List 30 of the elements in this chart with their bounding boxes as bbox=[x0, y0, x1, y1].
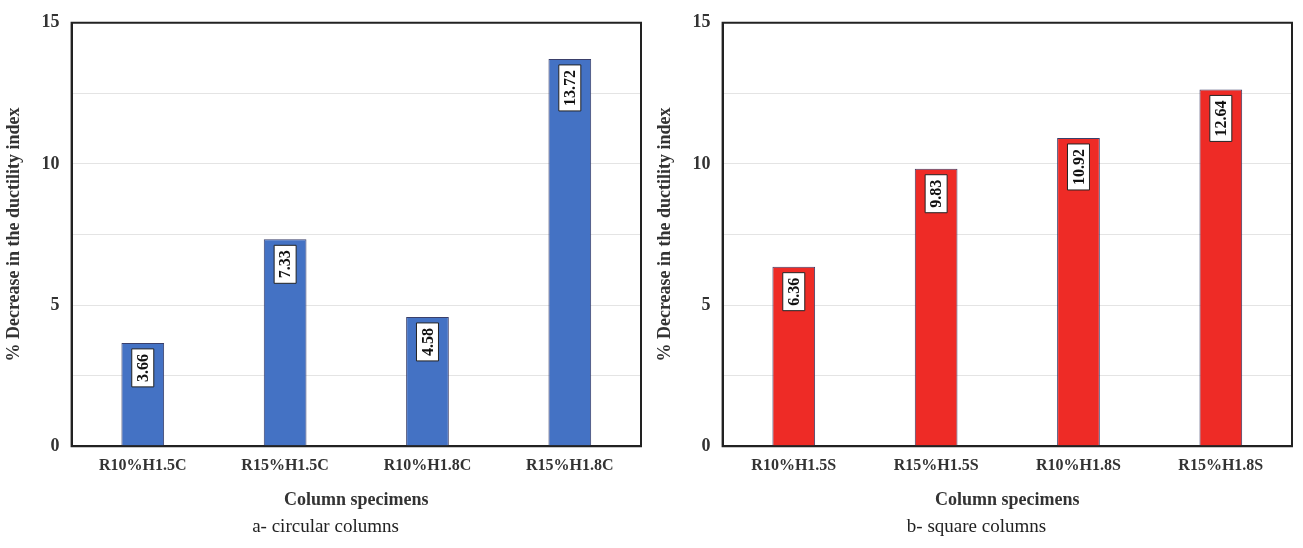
x-tick-label: R15%H1.8S bbox=[1178, 455, 1264, 473]
x-tick-label: R15%H1.8C bbox=[526, 455, 614, 473]
x-tick-label: R15%H1.5C bbox=[241, 455, 329, 473]
x-axis-title: Column specimens bbox=[284, 488, 429, 509]
data-label: 7.33 bbox=[276, 250, 294, 279]
y-tick-label: 5 bbox=[50, 293, 60, 314]
data-label: 12.64 bbox=[1211, 100, 1229, 137]
y-tick-label: 5 bbox=[701, 293, 711, 314]
data-label: 4.58 bbox=[418, 327, 436, 356]
text: b- square columns bbox=[905, 515, 1048, 537]
data-label: 9.83 bbox=[927, 179, 945, 208]
x-axis-title: Column specimens bbox=[935, 488, 1080, 509]
data-label: 6.36 bbox=[784, 277, 802, 306]
data-label: 3.66 bbox=[133, 353, 151, 382]
text: a- circular columns bbox=[251, 515, 400, 537]
x-tick-label: R15%H1.5S bbox=[893, 455, 979, 473]
y-tick-label: 10 bbox=[692, 152, 711, 173]
x-tick-label: R10%H1.5S bbox=[751, 455, 837, 473]
data-label: 13.72 bbox=[560, 69, 578, 106]
x-tick-label: R10%H1.8C bbox=[383, 455, 472, 473]
y-tick-label: 0 bbox=[701, 434, 711, 455]
y-tick-label: 15 bbox=[41, 11, 60, 32]
y-axis-title: % Decrease in the ductility index bbox=[3, 107, 24, 362]
x-tick-label: R10%H1.5C bbox=[98, 455, 187, 473]
y-axis-title: % Decrease in the ductility index bbox=[654, 107, 675, 362]
x-tick-label: R10%H1.8S bbox=[1036, 455, 1122, 473]
y-tick-label: 10 bbox=[41, 152, 60, 173]
y-tick-label: 0 bbox=[50, 434, 60, 455]
y-tick-label: 15 bbox=[692, 11, 711, 32]
data-label: 10.92 bbox=[1069, 148, 1087, 185]
